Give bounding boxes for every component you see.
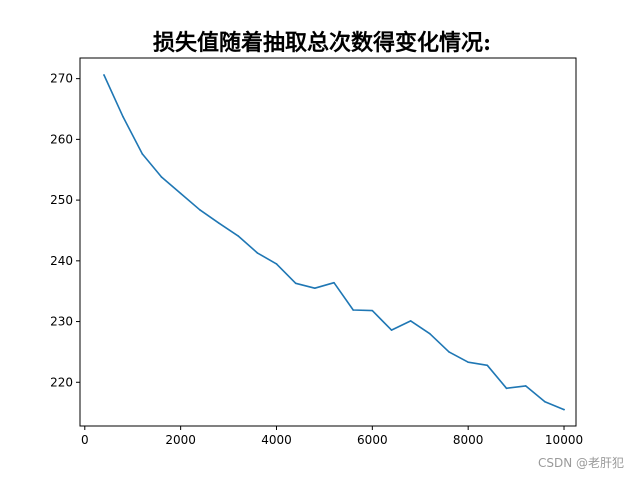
- y-tick-label: 240: [50, 254, 73, 268]
- data-point: [524, 385, 527, 387]
- data-point: [103, 74, 105, 76]
- x-tick-label: 4000: [261, 433, 292, 447]
- y-tick-label: 260: [50, 132, 73, 146]
- data-point: [160, 176, 163, 178]
- data-point: [275, 263, 278, 265]
- plot-area-frame: [79, 57, 577, 427]
- data-point: [122, 116, 124, 118]
- data-point: [294, 282, 297, 285]
- data-point: [218, 222, 220, 224]
- y-tick-label: 220: [50, 375, 73, 389]
- data-point: [256, 252, 259, 254]
- y-tick-label: 250: [50, 193, 73, 207]
- data-point: [179, 192, 182, 195]
- x-tick-label: 10000: [545, 433, 583, 447]
- x-tick-label: 6000: [357, 433, 388, 447]
- watermark: CSDN @老肝犯: [538, 456, 624, 470]
- x-tick-label: 0: [81, 433, 89, 447]
- data-point: [448, 351, 450, 353]
- x-tick-label: 8000: [453, 433, 484, 447]
- data-point: [237, 235, 239, 237]
- data-point: [544, 400, 546, 403]
- data-point: [409, 320, 412, 322]
- data-point: [141, 153, 144, 155]
- x-axis: 0 2000 4000 6000 8000 10000: [81, 426, 583, 447]
- data-point: [429, 332, 431, 335]
- y-tick-label: 230: [50, 315, 73, 329]
- data-point: [371, 309, 374, 312]
- data-point: [314, 287, 316, 289]
- data-point: [505, 387, 508, 390]
- x-tick-label: 2000: [165, 433, 196, 447]
- data-point: [467, 361, 469, 364]
- data-point: [563, 408, 565, 411]
- chart-title: 损失值随着抽取总次数得变化情况:: [153, 30, 491, 56]
- y-axis: 220 230 240 250 260 270: [50, 72, 80, 389]
- data-point: [352, 309, 354, 311]
- data-point: [390, 329, 393, 331]
- series-line: [103, 74, 565, 411]
- series-layer: [103, 74, 565, 411]
- y-tick-label: 270: [50, 72, 73, 86]
- data-point: [199, 209, 201, 211]
- data-point: [333, 281, 335, 284]
- data-point: [486, 364, 489, 367]
